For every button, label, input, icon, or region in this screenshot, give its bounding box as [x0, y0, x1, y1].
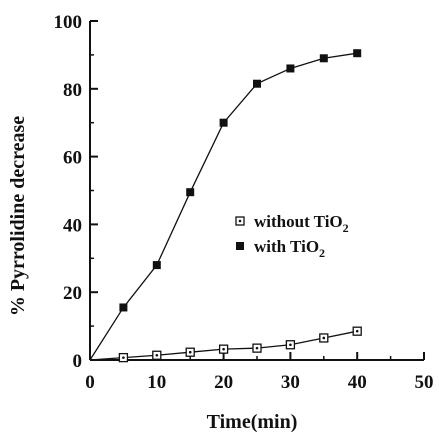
x-tick-label-50: 50	[415, 372, 434, 393]
legend-symbol-without-tio2	[235, 216, 245, 226]
data-point-without-tio2	[285, 340, 296, 350]
x-axis-title: Time(min)	[207, 411, 298, 433]
data-point-without-tio2	[118, 352, 129, 363]
x-axis-ticks: 0 10 20 30 40 50	[85, 352, 434, 393]
legend-marker-with-tio2	[236, 242, 244, 250]
data-point-without-tio2	[185, 347, 195, 357]
series-points	[118, 49, 362, 363]
series-lines	[89, 52, 358, 361]
x-tick-label-0: 0	[85, 372, 95, 393]
data-point-with-tio2	[219, 118, 228, 127]
legend-label-with-tio2: with TiO2	[254, 237, 325, 260]
x-tick-label-40: 40	[348, 372, 367, 393]
y-axis-ticks: 0 20 40 60 80 100	[54, 12, 98, 372]
data-point-with-tio2	[253, 79, 261, 88]
data-point-without-tio2	[252, 343, 262, 353]
x-tick-label-20: 20	[214, 372, 233, 393]
y-tick-label-20: 20	[63, 283, 82, 304]
series-line-with-tio2	[89, 52, 358, 361]
legend-symbol-with-tio2	[236, 242, 244, 250]
legend: without TiO2 with TiO2	[235, 212, 349, 260]
x-tick-label-10: 10	[147, 372, 166, 393]
data-point-without-tio2	[352, 326, 362, 336]
y-tick-label-0: 0	[73, 351, 83, 372]
data-point-without-tio2	[218, 344, 229, 354]
data-point-with-tio2	[186, 188, 195, 197]
legend-label-without-tio2: without TiO2	[254, 212, 349, 235]
y-tick-label-40: 40	[63, 215, 82, 236]
y-tick-label-80: 80	[63, 80, 82, 101]
data-point-without-tio2	[152, 350, 162, 360]
data-point-with-tio2	[319, 54, 328, 63]
data-point-with-tio2	[119, 303, 128, 312]
data-point-with-tio2	[353, 49, 362, 58]
data-point-with-tio2	[286, 64, 295, 73]
legend-marker-without-tio2	[235, 216, 245, 226]
y-tick-label-100: 100	[54, 12, 83, 33]
data-point-with-tio2	[152, 261, 161, 270]
y-tick-label-60: 60	[63, 148, 82, 169]
data-point-without-tio2	[319, 333, 329, 343]
y-axis-title: % Pyrrolidine decrease	[7, 116, 29, 316]
plot-axes	[89, 21, 424, 361]
x-tick-label-30: 30	[281, 372, 300, 393]
